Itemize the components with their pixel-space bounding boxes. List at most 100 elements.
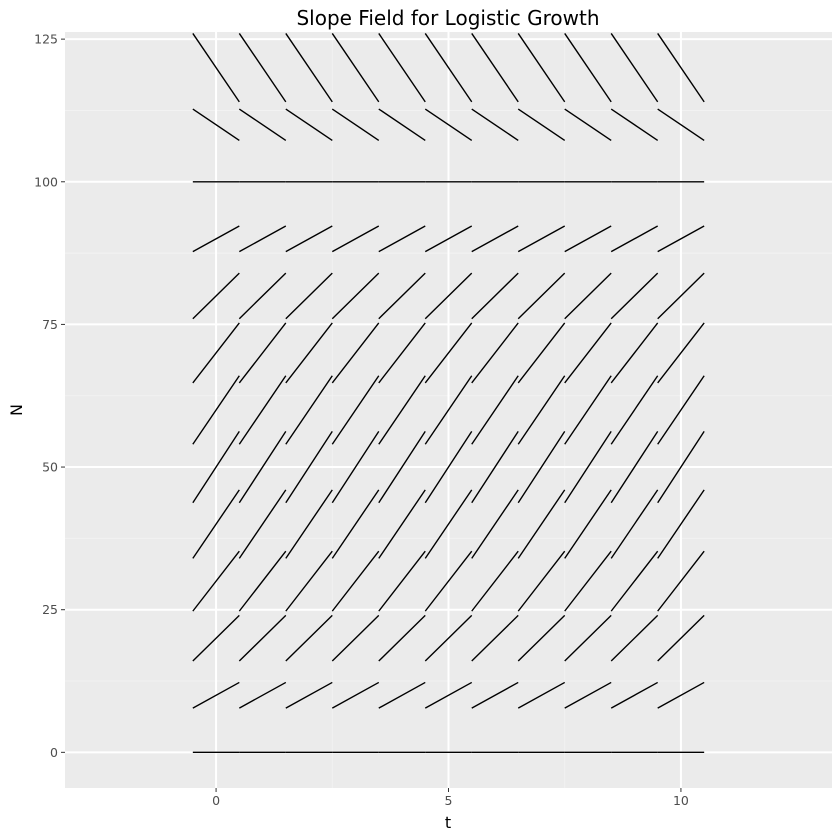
slope-segment	[610, 375, 659, 445]
slope-segment	[610, 108, 659, 141]
slope-segment	[657, 431, 705, 504]
slope-segment	[471, 489, 519, 559]
x-axis: 0 5 10	[212, 788, 689, 808]
slope-segment	[424, 489, 473, 559]
slope-segment	[331, 225, 380, 253]
slope-segment	[238, 272, 287, 320]
slope-segment	[424, 108, 473, 141]
slope-segment	[192, 681, 240, 709]
slope-segment	[517, 225, 566, 253]
slope-segment	[424, 33, 473, 103]
slope-segment	[610, 681, 659, 709]
x-tick-label: 5	[445, 793, 453, 808]
slope-segment	[564, 108, 612, 141]
slope-segment	[517, 431, 566, 504]
slope-segment	[657, 272, 705, 320]
slope-segment	[517, 108, 566, 141]
slope-segment	[610, 33, 659, 103]
slope-segment	[331, 550, 380, 612]
slope-segment	[238, 431, 287, 504]
slope-segment	[657, 108, 705, 141]
slope-segment	[517, 33, 566, 103]
slope-segment	[471, 375, 519, 445]
y-axis-title: N	[7, 404, 26, 416]
slope-segment	[378, 489, 426, 559]
slope-segments	[192, 33, 705, 754]
slope-segment	[610, 322, 659, 384]
slope-segment	[424, 550, 473, 612]
slope-segment	[610, 550, 659, 612]
slope-segment	[517, 489, 566, 559]
slope-segment	[564, 375, 612, 445]
slope-segment	[564, 33, 612, 103]
slope-segment	[285, 431, 333, 504]
slope-segment	[378, 322, 426, 384]
slope-segment	[610, 225, 659, 253]
slope-segment	[378, 550, 426, 612]
slope-segment	[610, 272, 659, 320]
slope-segment	[378, 681, 426, 709]
slope-segment	[285, 375, 333, 445]
slope-segment	[424, 322, 473, 384]
slope-segment	[610, 431, 659, 504]
slope-segment	[657, 681, 705, 709]
y-tick-label: 0	[50, 745, 58, 760]
y-tick-label: 75	[42, 317, 58, 332]
slope-segment	[657, 375, 705, 445]
slope-segment	[564, 489, 612, 559]
slope-segment	[192, 614, 240, 662]
slope-segment	[238, 108, 287, 141]
slope-segment	[564, 272, 612, 320]
slope-segment	[657, 614, 705, 662]
slope-segment	[471, 681, 519, 709]
slope-segment	[471, 322, 519, 384]
slope-segment	[238, 681, 287, 709]
slope-segment	[517, 550, 566, 612]
slope-segment	[192, 33, 240, 103]
slope-segment	[471, 108, 519, 141]
chart-title: Slope Field for Logistic Growth	[296, 6, 599, 30]
slope-segment	[331, 33, 380, 103]
slope-segment	[564, 550, 612, 612]
slope-segment	[238, 614, 287, 662]
slope-segment	[564, 431, 612, 504]
slope-segment	[378, 431, 426, 504]
slope-segment	[192, 225, 240, 253]
x-tick-label: 0	[212, 793, 220, 808]
slope-segment	[285, 33, 333, 103]
slope-segment	[657, 33, 705, 103]
slope-segment	[331, 681, 380, 709]
y-tick-label: 25	[42, 602, 58, 617]
slope-segment	[192, 550, 240, 612]
slope-segment	[378, 225, 426, 253]
slope-segment	[610, 489, 659, 559]
slope-segment	[564, 681, 612, 709]
slope-segment	[517, 272, 566, 320]
slope-segment	[378, 33, 426, 103]
slope-segment	[424, 614, 473, 662]
slope-segment	[285, 489, 333, 559]
slope-segment	[378, 108, 426, 141]
slope-segment	[192, 431, 240, 504]
slope-segment	[285, 322, 333, 384]
slope-segment	[471, 33, 519, 103]
y-tick-label: 100	[34, 174, 58, 189]
slope-segment	[517, 614, 566, 662]
slope-segment	[471, 272, 519, 320]
slope-segment	[657, 550, 705, 612]
slope-segment	[471, 614, 519, 662]
slope-segment	[378, 614, 426, 662]
slope-segment	[238, 489, 287, 559]
slope-segment	[192, 108, 240, 141]
slope-segment	[285, 108, 333, 141]
slope-segment	[657, 489, 705, 559]
slope-segment	[378, 375, 426, 445]
slope-segment	[238, 550, 287, 612]
y-axis: 0 25 50 75 100 125	[34, 32, 65, 760]
slope-segment	[238, 375, 287, 445]
slope-segment	[564, 614, 612, 662]
slope-segment	[424, 375, 473, 445]
slope-segment	[564, 225, 612, 253]
slope-segment	[285, 550, 333, 612]
